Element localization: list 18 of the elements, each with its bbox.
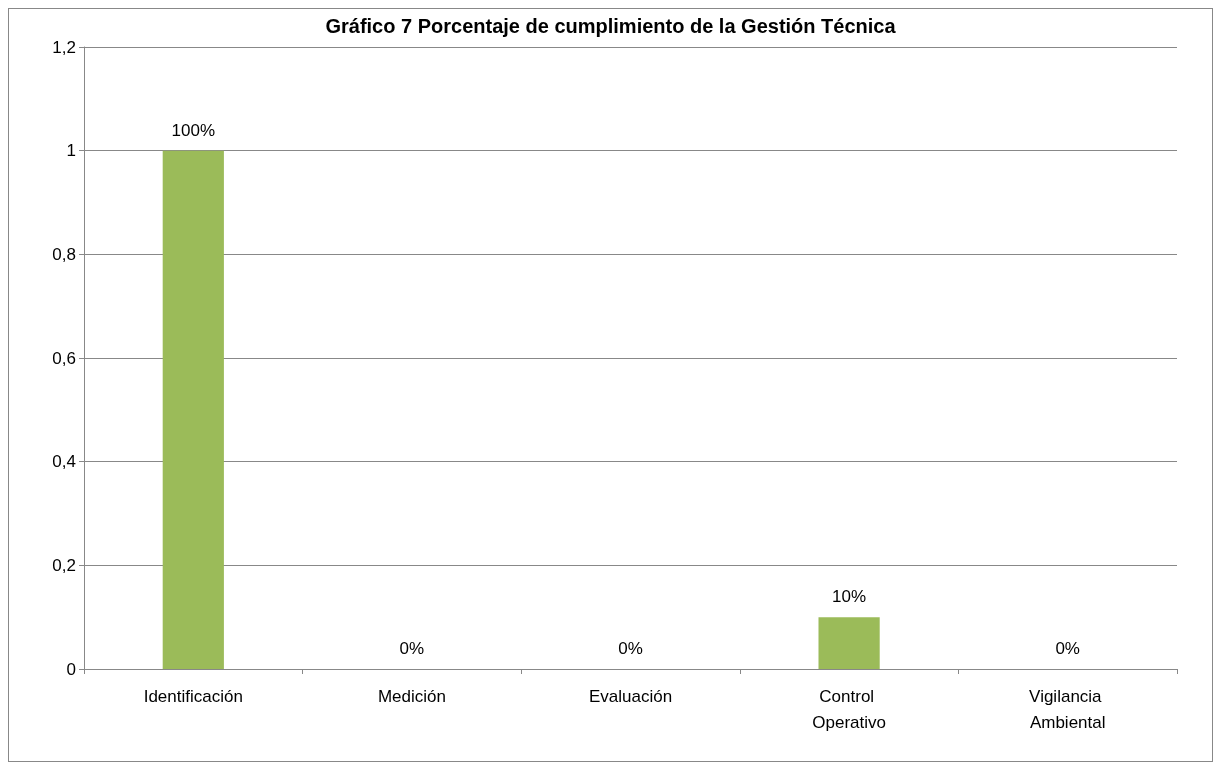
x-tick-label: Control Operativo (812, 686, 886, 732)
data-label: 0% (399, 639, 425, 658)
chart-title: Gráfico 7 Porcentaje de cumplimiento de la Gestión Técnica (325, 15, 897, 37)
data-label: 0% (1055, 639, 1080, 658)
y-tick-label: 0,6 (52, 348, 76, 368)
x-tick-label: Identificación (143, 686, 243, 706)
y-tick-label: 1 (66, 141, 76, 161)
y-tick-label: 0,8 (52, 244, 76, 264)
y-tick-label: 0,2 (52, 555, 76, 575)
data-label: 100% (171, 120, 216, 140)
data-label: 10% (832, 587, 867, 607)
y-tick-label: 1,2 (52, 37, 76, 57)
x-tick-label: Evaluación (588, 686, 673, 706)
data-label: 0% (618, 639, 643, 658)
y-tick-label: 0 (66, 659, 76, 679)
x-tick-label: Vigilancia Ambiental (1029, 686, 1107, 732)
y-tick-label: 0,4 (52, 452, 76, 472)
x-tick-label: Medición (377, 686, 446, 706)
